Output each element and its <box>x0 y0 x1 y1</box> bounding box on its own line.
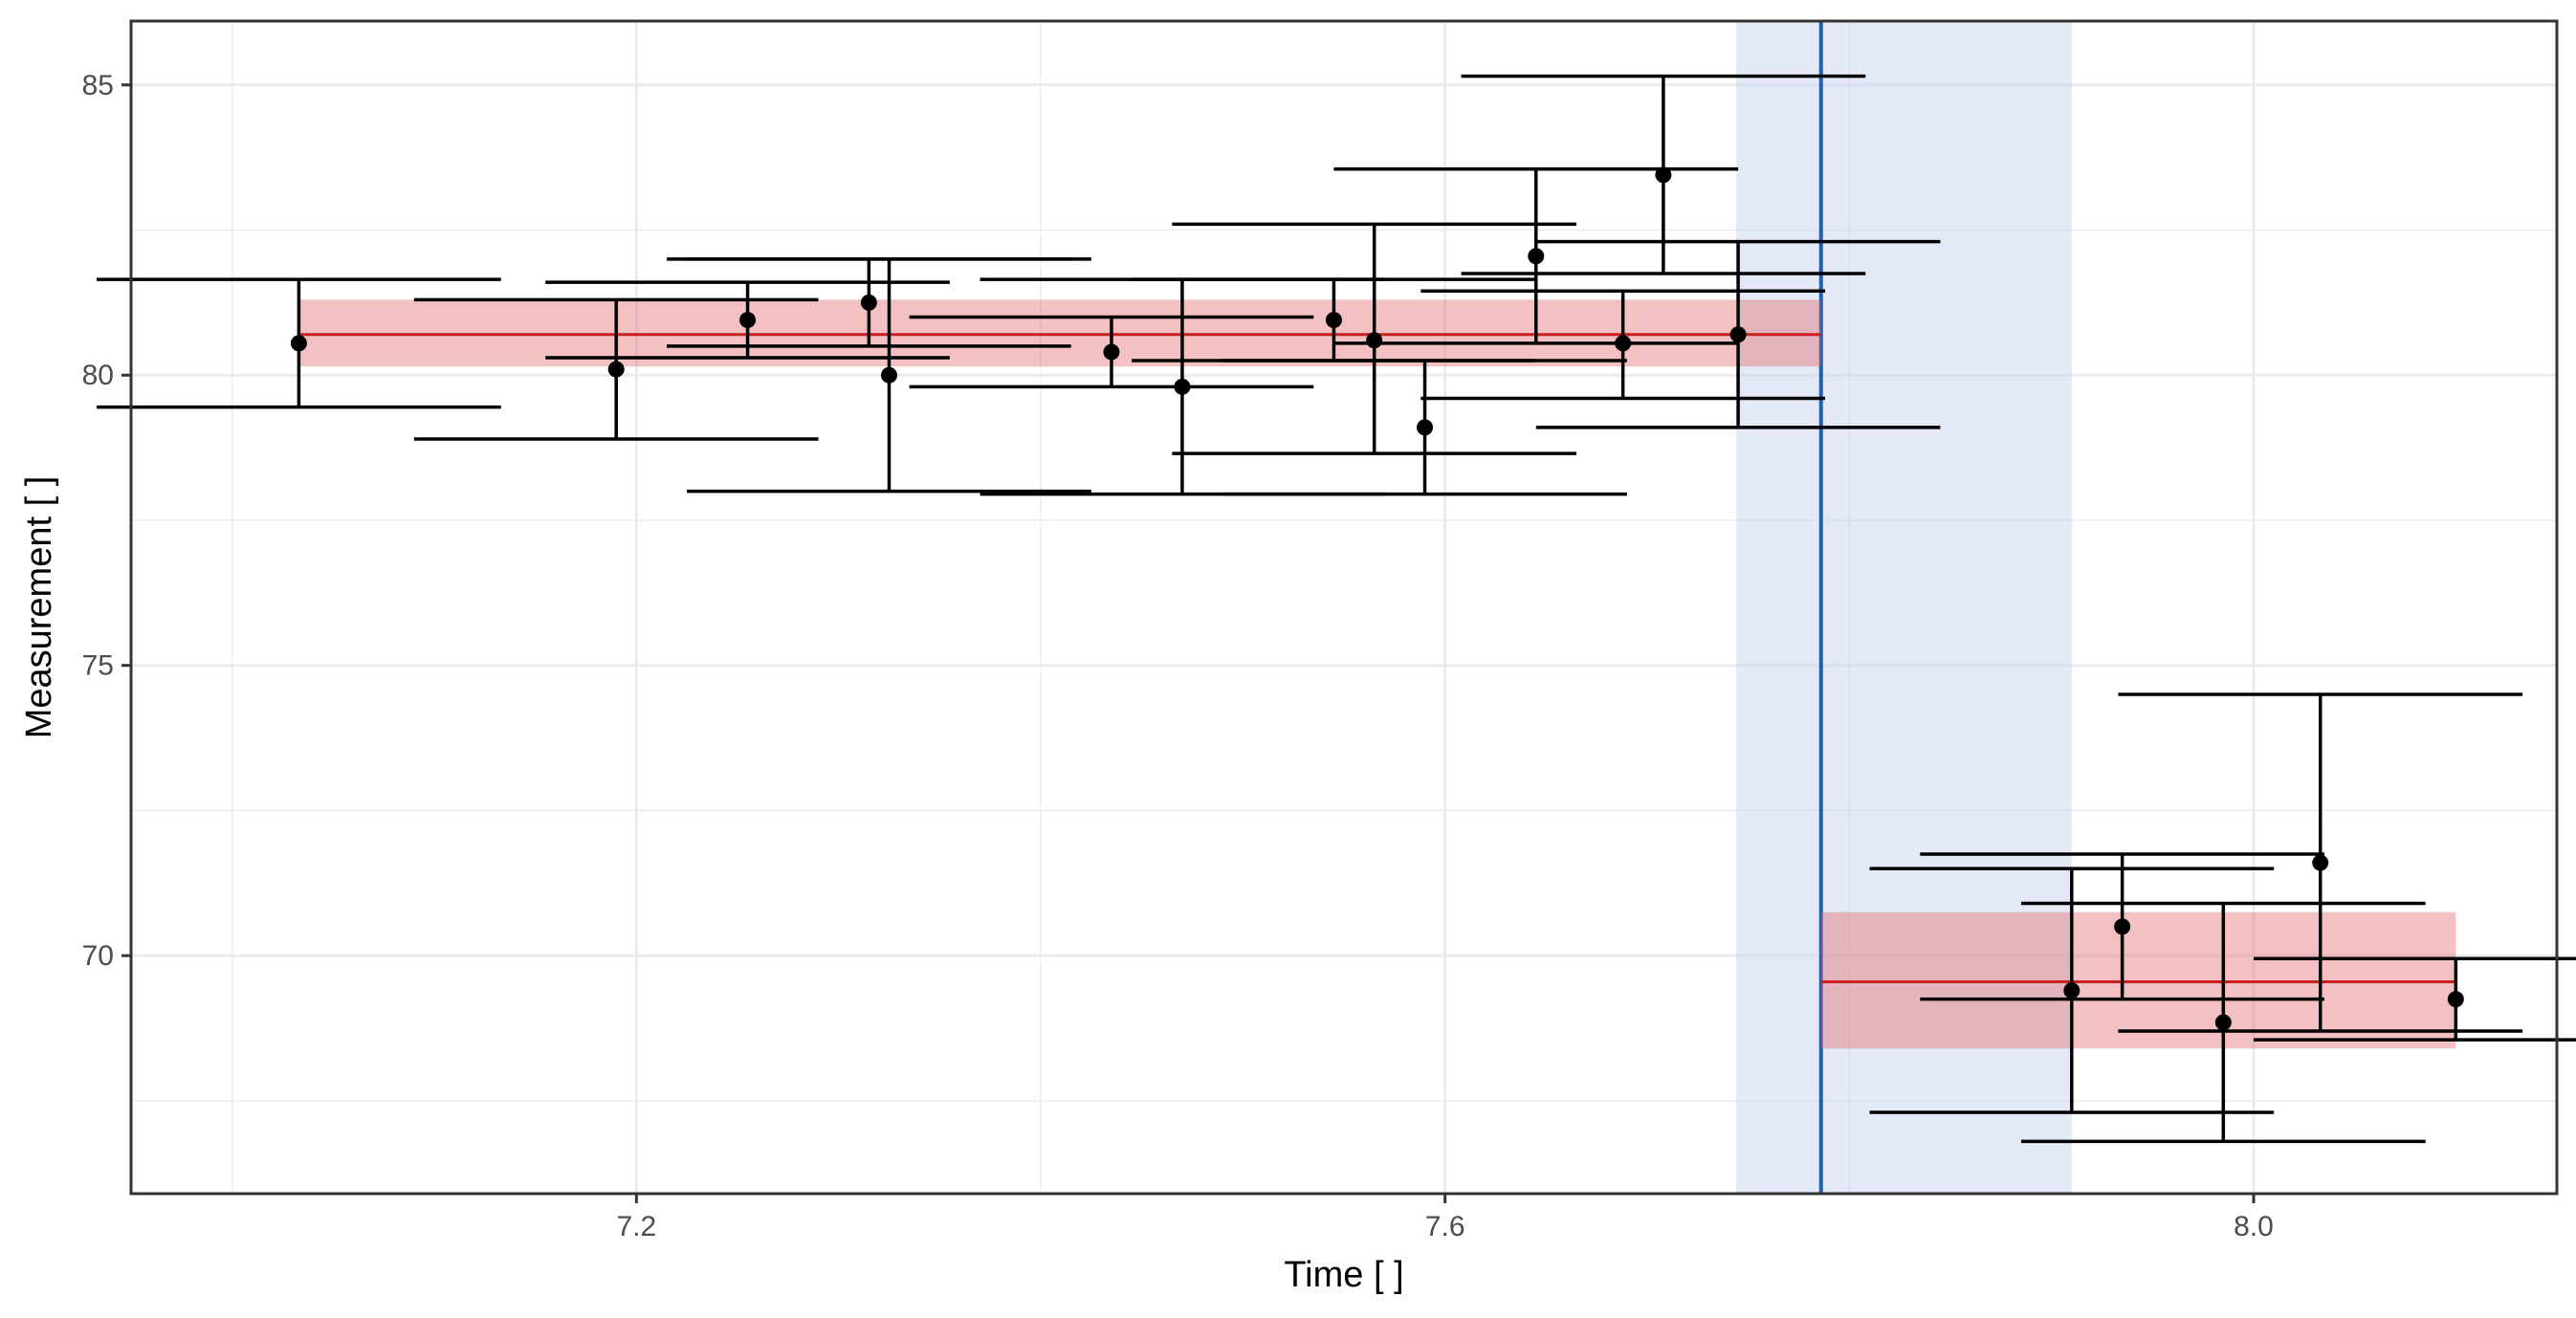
data-point-5 <box>881 366 897 384</box>
data-point-19 <box>2447 991 2464 1008</box>
x-axis-title: Time [ ] <box>1284 1255 1403 1295</box>
data-point-12 <box>1615 335 1632 352</box>
y-tick-label: 85 <box>82 70 114 101</box>
panel-border <box>129 19 2559 1196</box>
data-point-15 <box>2063 982 2081 999</box>
x-tick-label: 7.6 <box>1425 1211 1465 1242</box>
segment-band-2 <box>1820 912 2456 1049</box>
data-point-11 <box>1528 248 1545 265</box>
segment-band-1 <box>298 299 1821 367</box>
data-point-16 <box>2114 918 2131 935</box>
data-point-4 <box>860 294 877 311</box>
y-tick-label: 75 <box>82 650 114 682</box>
data-points <box>290 166 2464 1031</box>
x-tick-label: 7.2 <box>616 1211 656 1242</box>
data-point-13 <box>1655 166 1672 184</box>
segment-layer <box>298 299 2456 1049</box>
data-point-10 <box>1417 419 1434 436</box>
data-point-14 <box>1729 326 1747 343</box>
data-point-8 <box>1325 312 1342 329</box>
data-point-1 <box>290 335 307 352</box>
data-point-6 <box>1103 343 1120 361</box>
y-tick-label: 80 <box>82 360 114 391</box>
y-axis-title: Measurement [ ] <box>19 476 59 739</box>
data-point-9 <box>1366 332 1383 349</box>
data-point-17 <box>2214 1014 2232 1031</box>
y-tick-label: 70 <box>82 940 114 972</box>
data-point-18 <box>2312 854 2329 871</box>
error-bars <box>97 74 2576 1144</box>
axis-ticks: 7.2 7.6 8.0 70 75 80 85 <box>82 70 2274 1242</box>
data-point-3 <box>739 312 757 329</box>
data-point-7 <box>1174 378 1191 395</box>
x-tick-label: 8.0 <box>2234 1211 2274 1242</box>
data-point-2 <box>607 361 625 378</box>
